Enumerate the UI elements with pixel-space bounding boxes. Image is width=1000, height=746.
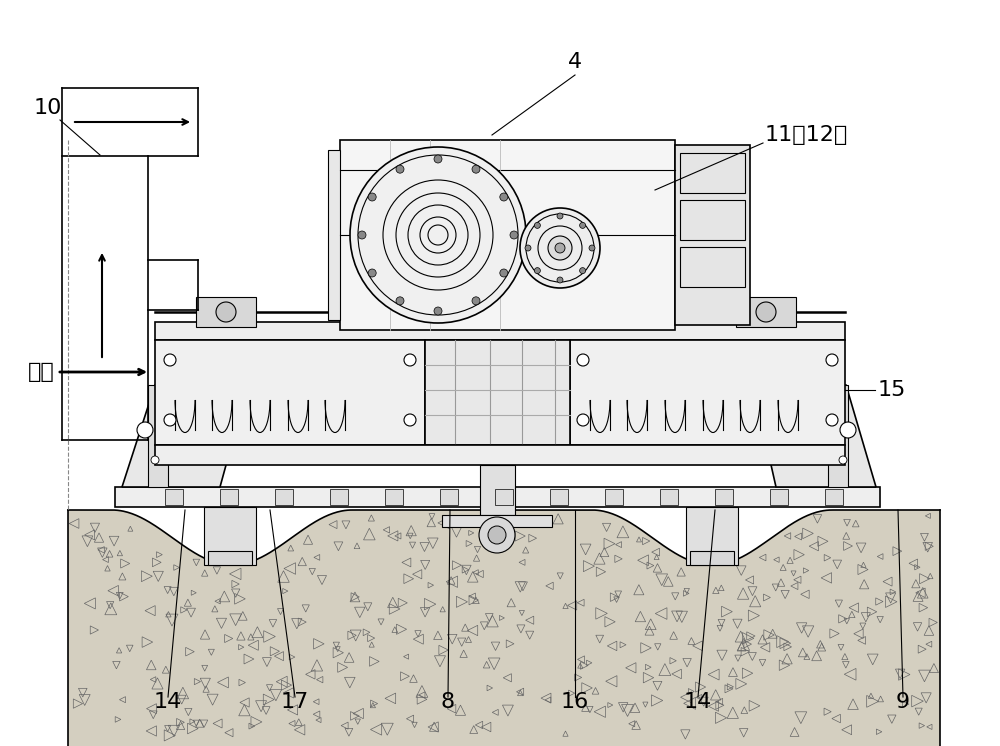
- Circle shape: [434, 155, 442, 163]
- Circle shape: [368, 193, 376, 201]
- Circle shape: [368, 269, 376, 277]
- Bar: [165, 489, 183, 505]
- Bar: [204, 507, 256, 565]
- Circle shape: [510, 231, 518, 239]
- Circle shape: [358, 231, 366, 239]
- Text: 14: 14: [154, 692, 182, 712]
- Bar: [690, 551, 734, 565]
- Bar: [605, 489, 623, 505]
- Bar: [275, 489, 293, 505]
- Circle shape: [151, 456, 159, 464]
- Circle shape: [580, 268, 586, 274]
- Text: 8: 8: [441, 692, 455, 712]
- Bar: [570, 340, 845, 445]
- Bar: [208, 551, 252, 565]
- Bar: [148, 385, 168, 487]
- Circle shape: [534, 268, 540, 274]
- Bar: [425, 340, 570, 445]
- Circle shape: [500, 269, 508, 277]
- Circle shape: [840, 422, 856, 438]
- Bar: [736, 297, 796, 327]
- Bar: [196, 297, 256, 327]
- Bar: [328, 150, 340, 320]
- Polygon shape: [68, 510, 940, 746]
- Bar: [115, 487, 880, 507]
- Circle shape: [520, 208, 600, 288]
- Bar: [495, 489, 513, 505]
- Bar: [220, 489, 238, 505]
- Bar: [442, 515, 552, 527]
- Text: 4: 4: [568, 52, 582, 72]
- Circle shape: [577, 354, 589, 366]
- Bar: [680, 153, 745, 193]
- Bar: [675, 145, 750, 325]
- Text: 14: 14: [684, 692, 712, 712]
- Bar: [385, 489, 403, 505]
- Circle shape: [557, 277, 563, 283]
- Circle shape: [826, 354, 838, 366]
- Circle shape: [839, 456, 847, 464]
- Polygon shape: [753, 385, 876, 487]
- Bar: [155, 322, 845, 340]
- Circle shape: [548, 236, 572, 260]
- Bar: [715, 489, 733, 505]
- Circle shape: [404, 354, 416, 366]
- Circle shape: [525, 245, 531, 251]
- Bar: [440, 489, 458, 505]
- Circle shape: [350, 147, 526, 323]
- Circle shape: [396, 165, 404, 173]
- Polygon shape: [122, 385, 248, 487]
- Circle shape: [589, 245, 595, 251]
- Bar: [155, 340, 425, 445]
- Text: 11（12）: 11（12）: [765, 125, 848, 145]
- Bar: [340, 140, 675, 330]
- Circle shape: [164, 414, 176, 426]
- Circle shape: [580, 222, 586, 228]
- Circle shape: [826, 414, 838, 426]
- Text: 10: 10: [34, 98, 62, 118]
- Circle shape: [137, 422, 153, 438]
- Bar: [680, 200, 745, 240]
- Text: 17: 17: [281, 692, 309, 712]
- Bar: [660, 489, 678, 505]
- Circle shape: [472, 165, 480, 173]
- Circle shape: [396, 297, 404, 305]
- Bar: [828, 385, 848, 487]
- Bar: [480, 465, 515, 515]
- Circle shape: [479, 517, 515, 553]
- Circle shape: [756, 302, 776, 322]
- Circle shape: [216, 302, 236, 322]
- Circle shape: [534, 222, 540, 228]
- Circle shape: [488, 526, 506, 544]
- Bar: [155, 445, 845, 465]
- Bar: [770, 489, 788, 505]
- Text: 风向: 风向: [28, 362, 55, 382]
- Circle shape: [500, 193, 508, 201]
- Bar: [330, 489, 348, 505]
- Circle shape: [555, 243, 565, 253]
- Circle shape: [434, 307, 442, 315]
- Circle shape: [164, 354, 176, 366]
- Circle shape: [404, 414, 416, 426]
- Text: 16: 16: [561, 692, 589, 712]
- Bar: [550, 489, 568, 505]
- Bar: [680, 247, 745, 287]
- Text: 9: 9: [896, 692, 910, 712]
- Circle shape: [577, 414, 589, 426]
- Text: 15: 15: [878, 380, 906, 400]
- Bar: [686, 507, 738, 565]
- Circle shape: [472, 297, 480, 305]
- Bar: [825, 489, 843, 505]
- Circle shape: [557, 213, 563, 219]
